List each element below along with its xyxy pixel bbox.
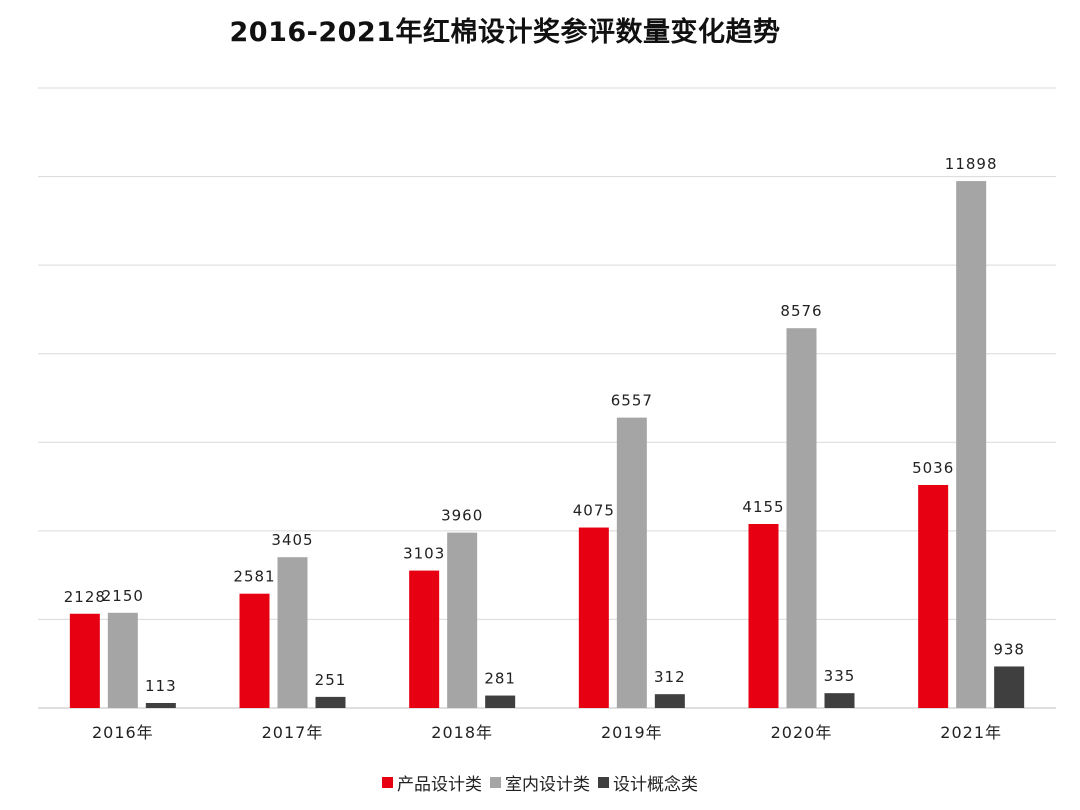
bar	[918, 484, 949, 708]
data-label: 4075	[573, 502, 615, 520]
bar	[447, 532, 478, 708]
bar	[409, 570, 440, 708]
data-label: 4155	[742, 498, 784, 516]
x-tick-label: 2016年	[92, 723, 154, 742]
x-tick-label: 2020年	[771, 723, 833, 742]
data-label: 3960	[441, 507, 483, 525]
bars	[69, 181, 1025, 709]
bar	[277, 557, 308, 708]
x-axis: 2016年 2017年 2018年 2019年 2020年 2021年	[92, 723, 1002, 742]
bar	[824, 693, 855, 708]
legend-label: 设计概念类	[613, 775, 698, 795]
data-label: 8576	[780, 302, 822, 320]
data-label: 113	[145, 677, 177, 695]
legend-label: 产品设计类	[397, 775, 482, 795]
gridlines	[38, 87, 1056, 709]
data-label: 2581	[233, 568, 275, 586]
bar	[315, 696, 346, 708]
legend-swatch	[490, 777, 501, 788]
bar	[654, 694, 685, 708]
bar	[994, 666, 1025, 708]
bar	[786, 328, 817, 708]
data-label: 5036	[912, 459, 954, 477]
x-tick-label: 2017年	[262, 723, 324, 742]
data-label: 11898	[945, 155, 998, 173]
legend-item: 室内设计类	[490, 770, 590, 795]
data-label: 2150	[102, 587, 144, 605]
bar	[239, 593, 270, 708]
bar	[69, 613, 100, 708]
legend-item: 产品设计类	[382, 770, 482, 795]
bar	[578, 527, 609, 708]
data-label: 3405	[271, 531, 313, 549]
legend-swatch	[382, 777, 393, 788]
x-tick-label: 2018年	[431, 723, 493, 742]
legend-item: 设计概念类	[598, 770, 698, 795]
bar	[616, 417, 647, 708]
data-label: 2128	[64, 588, 106, 606]
legend: 产品设计类 室内设计类 设计概念类	[0, 770, 1080, 795]
bar	[485, 695, 516, 708]
data-label: 3103	[403, 545, 445, 563]
data-label: 335	[824, 667, 856, 685]
bar	[956, 181, 987, 709]
bar	[107, 612, 138, 708]
x-tick-label: 2019年	[601, 723, 663, 742]
data-label: 938	[993, 640, 1025, 658]
chart-title: 2016-2021年红棉设计奖参评数量变化趋势	[229, 17, 781, 48]
legend-swatch	[598, 777, 609, 788]
data-label: 312	[654, 668, 686, 686]
legend-label: 室内设计类	[505, 775, 590, 795]
bar	[145, 702, 176, 708]
bar	[748, 523, 779, 708]
data-label: 6557	[611, 392, 653, 410]
x-tick-label: 2021年	[940, 723, 1002, 742]
data-label: 281	[484, 670, 516, 688]
data-label: 251	[315, 671, 347, 689]
